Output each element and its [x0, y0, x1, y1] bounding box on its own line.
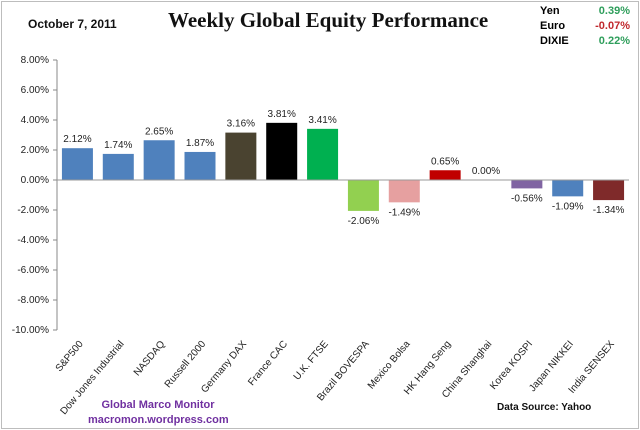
- bar: [266, 122, 298, 180]
- fx-label: Yen: [540, 5, 560, 17]
- bar: [307, 128, 339, 180]
- y-tick-label: -2.00%: [17, 205, 49, 216]
- bar: [511, 180, 543, 189]
- bar: [388, 180, 420, 203]
- report-date: October 7, 2011: [28, 17, 117, 31]
- fx-label: DIXIE: [540, 35, 569, 47]
- y-tick-label: 8.00%: [21, 55, 49, 66]
- data-label: 0.00%: [472, 166, 500, 177]
- bar: [347, 180, 379, 211]
- data-label: 0.65%: [431, 156, 459, 167]
- fx-value: 0.39%: [598, 5, 630, 17]
- y-tick-label: -8.00%: [17, 295, 49, 306]
- chart-title: Weekly Global Equity Performance: [168, 8, 489, 32]
- data-label: -1.34%: [593, 205, 625, 216]
- x-tick-label: Korea KOSPI: [488, 339, 535, 392]
- data-label: 1.74%: [104, 140, 132, 151]
- credit-url: macromon.wordpress.com: [88, 414, 229, 426]
- bar: [102, 153, 134, 180]
- bar: [429, 170, 461, 180]
- credit-name: Global Marco Monitor: [101, 399, 215, 411]
- fx-label: Euro: [540, 20, 566, 32]
- bar: [61, 148, 93, 180]
- x-tick-label: Mexico Bolsa: [366, 339, 413, 392]
- data-label: -1.09%: [552, 201, 584, 212]
- data-label: -0.56%: [511, 193, 543, 204]
- x-tick-label: France CAC: [246, 339, 290, 388]
- y-tick-label: -6.00%: [17, 265, 49, 276]
- y-tick-label: -10.00%: [12, 325, 49, 336]
- fx-value: -0.07%: [595, 20, 630, 32]
- bar: [552, 180, 584, 197]
- y-tick-label: 2.00%: [21, 145, 49, 156]
- data-label: -1.49%: [388, 207, 420, 218]
- x-tick-label: NASDAQ: [132, 339, 168, 379]
- fx-row-yen: Yen 0.39%: [540, 4, 630, 19]
- bar: [184, 151, 216, 180]
- data-label: 2.12%: [63, 134, 91, 145]
- data-label: 2.65%: [145, 126, 173, 137]
- data-label: 3.16%: [227, 119, 255, 130]
- fx-row-euro: Euro -0.07%: [540, 19, 630, 34]
- data-source: Data Source: Yahoo: [497, 402, 592, 413]
- x-tick-label: U.K. FTSE: [292, 339, 331, 383]
- x-tick-label: S&P500: [54, 339, 86, 375]
- credit: Global Marco Monitor macromon.wordpress.…: [88, 398, 229, 428]
- x-tick-label: Russell 2000: [163, 339, 209, 391]
- bar: [225, 132, 257, 180]
- y-tick-label: -4.00%: [17, 235, 49, 246]
- data-label: 3.81%: [268, 109, 296, 120]
- fx-value: 0.22%: [598, 35, 630, 47]
- fx-row-dixie: DIXIE 0.22%: [540, 34, 630, 49]
- fx-panel: Yen 0.39% Euro -0.07% DIXIE 0.22%: [540, 4, 630, 49]
- data-label: -2.06%: [348, 216, 380, 227]
- y-tick-label: 4.00%: [21, 115, 49, 126]
- data-label: 3.41%: [308, 115, 336, 126]
- y-tick-label: 0.00%: [21, 175, 49, 186]
- y-tick-label: 6.00%: [21, 85, 49, 96]
- data-label: 1.87%: [186, 138, 214, 149]
- bar: [593, 180, 625, 201]
- bar: [143, 140, 175, 180]
